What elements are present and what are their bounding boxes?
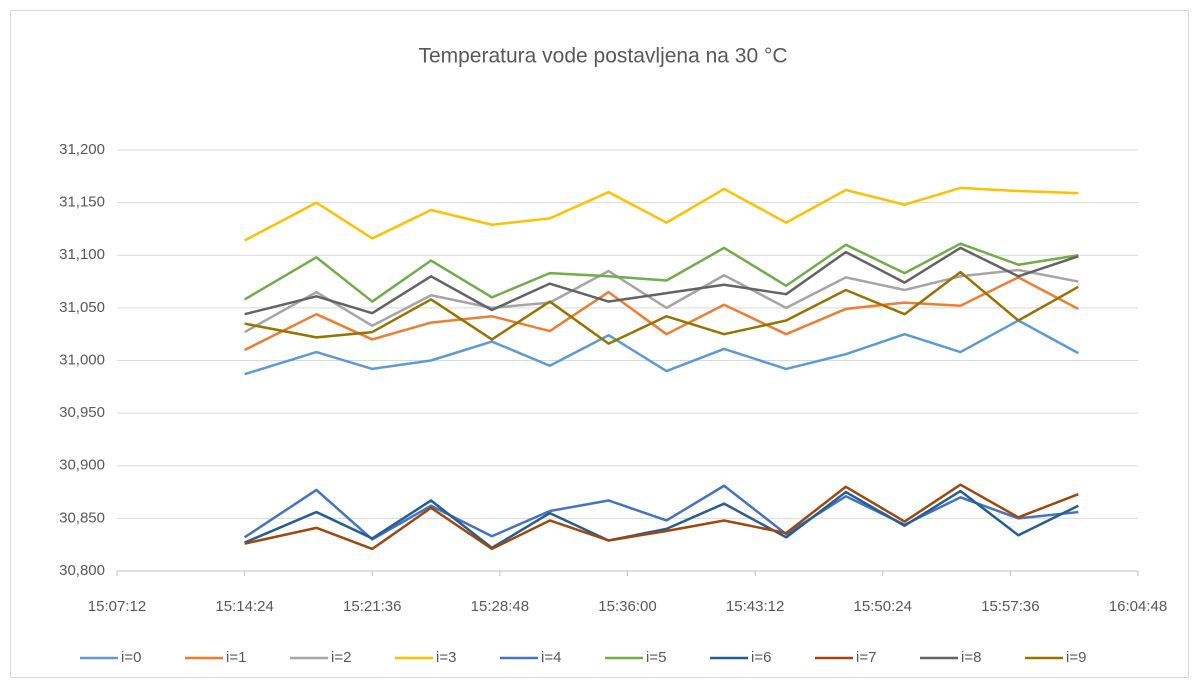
x-tick-label: 15:36:00 [598, 598, 656, 615]
series-line [244, 489, 1079, 550]
series-line [243, 484, 1079, 541]
legend-label: i=7 [856, 649, 876, 666]
series-line [244, 186, 1079, 242]
legend-label: i=9 [1066, 649, 1086, 666]
y-tick-label: 31,200 [59, 141, 105, 158]
legend-label: i=2 [331, 649, 351, 666]
x-tick-label: 15:07:12 [88, 598, 146, 615]
legend-label: i=4 [541, 649, 561, 666]
y-tick-label: 30,900 [59, 457, 105, 474]
legend-label: i=8 [961, 649, 981, 666]
series-line [244, 268, 1079, 334]
y-tick-label: 30,800 [59, 562, 105, 579]
y-tick-label: 31,100 [59, 246, 105, 263]
series-line [244, 270, 1079, 345]
x-tick-label: 15:43:12 [726, 598, 784, 615]
legend-label: i=5 [646, 649, 666, 666]
x-tick-label: 15:50:24 [854, 598, 912, 615]
legend-label: i=1 [226, 649, 246, 666]
series-line [244, 246, 1079, 316]
legend-label: i=6 [751, 649, 771, 666]
series-line [244, 276, 1079, 352]
series-line [243, 242, 1079, 303]
y-tick-label: 30,950 [59, 404, 105, 421]
x-tick-label: 16:04:48 [1109, 598, 1167, 615]
y-tick-label: 31,050 [59, 299, 105, 316]
y-tick-label: 30,850 [59, 509, 105, 526]
chart-border [10, 10, 1189, 678]
x-tick-label: 15:28:48 [471, 598, 529, 615]
series-line [244, 483, 1079, 551]
x-tick-label: 15:57:36 [981, 598, 1039, 615]
y-tick-label: 31,150 [59, 194, 105, 211]
y-tick-label: 31,000 [59, 351, 105, 368]
x-tick-label: 15:14:24 [215, 598, 273, 615]
legend-label: i=0 [121, 649, 141, 666]
x-tick-label: 15:21:36 [343, 598, 401, 615]
chart-title: Temperatura vode postavljena na 30 °C [418, 45, 787, 68]
legend-label: i=3 [436, 649, 456, 666]
series-line [244, 319, 1079, 376]
